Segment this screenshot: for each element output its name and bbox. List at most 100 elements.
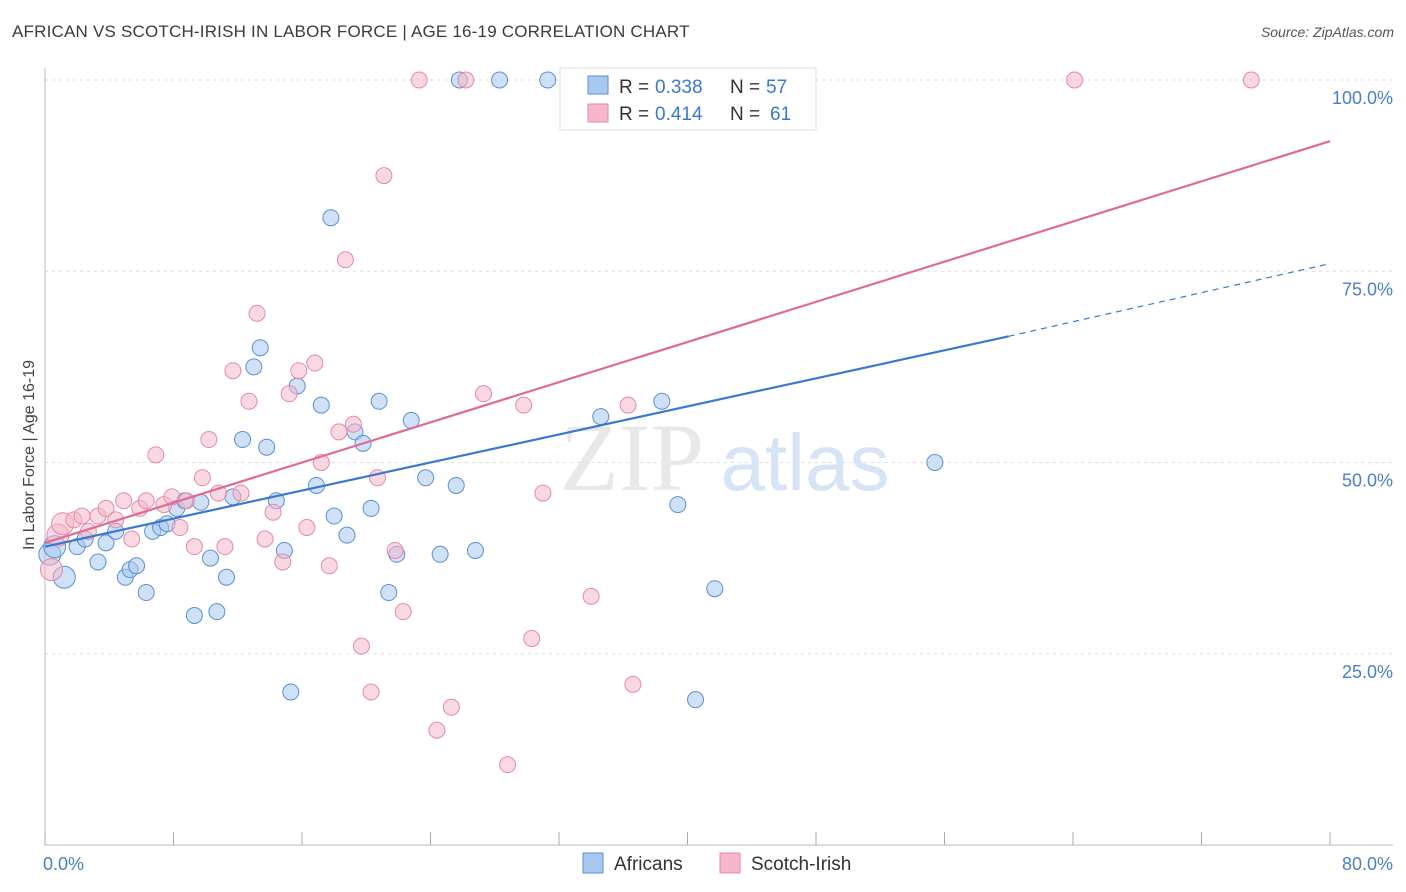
africans-point-52 bbox=[669, 496, 687, 514]
africans-point-49 bbox=[539, 71, 557, 89]
scotch-irish-point-31 bbox=[290, 362, 308, 380]
scotch-irish-point-39 bbox=[352, 637, 370, 655]
scotch-irish-point-53 bbox=[534, 484, 552, 502]
scotch-irish-point-7 bbox=[97, 499, 115, 517]
scotch-irish-point-29 bbox=[274, 553, 292, 571]
legend-r-value-2: 0.414 bbox=[655, 104, 703, 125]
africans-trend-line bbox=[44, 335, 1009, 548]
bottom-legend-africans: Africans bbox=[614, 854, 683, 875]
legend-r-value-1: 0.338 bbox=[655, 77, 703, 98]
scotch-irish-point-43 bbox=[386, 541, 404, 559]
scotch-irish-point-45 bbox=[410, 71, 428, 89]
africans-point-43 bbox=[417, 469, 435, 487]
africans-point-23 bbox=[234, 431, 252, 449]
africans-point-10 bbox=[128, 557, 146, 575]
legend-swatch-scotch-irish bbox=[587, 103, 609, 123]
watermark: ZIP atlas bbox=[560, 404, 889, 511]
bottom-legend-swatch-scotch-irish bbox=[719, 852, 741, 874]
chart-source: Source: ZipAtlas.com bbox=[1260, 24, 1394, 40]
scotch-irish-point-24 bbox=[232, 484, 250, 502]
africans-point-5 bbox=[89, 553, 107, 571]
scotch-irish-point-25 bbox=[240, 392, 258, 410]
africans-point-47 bbox=[466, 541, 484, 559]
scotch-irish-point-40 bbox=[362, 683, 380, 701]
legend-n-label-2: N = bbox=[730, 104, 760, 125]
africans-point-26 bbox=[258, 438, 276, 456]
scotch-irish-point-58 bbox=[1066, 71, 1084, 89]
africans-point-33 bbox=[322, 209, 340, 227]
africans-point-20 bbox=[208, 603, 226, 621]
x-tick-label-left: 0.0% bbox=[43, 854, 84, 874]
scotch-irish-point-35 bbox=[320, 557, 338, 575]
africans-point-39 bbox=[370, 392, 388, 410]
africans-trend-extension bbox=[1008, 263, 1331, 337]
scotch-irish-point-18 bbox=[185, 538, 203, 556]
scotch-irish-point-56 bbox=[619, 396, 637, 414]
y-tick-labels: 100.0% 75.0% 50.0% 25.0% bbox=[1332, 88, 1393, 682]
scotch-irish-point-51 bbox=[515, 396, 533, 414]
scotch-irish-point-27 bbox=[256, 530, 274, 548]
africans-point-25 bbox=[251, 339, 269, 357]
scotch-irish-point-9 bbox=[115, 492, 133, 510]
africans-point-34 bbox=[325, 507, 343, 525]
scotch-irish-point-38 bbox=[344, 415, 362, 433]
scotch-irish-point-46 bbox=[428, 721, 446, 739]
africans-point-53 bbox=[687, 691, 705, 709]
y-axis-label: In Labor Force | Age 16-19 bbox=[21, 360, 38, 550]
scotch-irish-point-23 bbox=[224, 362, 242, 380]
legend-box: R = 0.338 N = 57 R = 0.414 N = 61 bbox=[559, 67, 817, 131]
legend-r-label-2: R = bbox=[619, 104, 649, 125]
africans-point-45 bbox=[447, 476, 465, 494]
africans-point-50 bbox=[592, 408, 610, 426]
bottom-legend: Africans Scotch-Irish bbox=[582, 852, 851, 875]
scotch-irish-point-59 bbox=[1242, 71, 1260, 89]
africans-point-29 bbox=[282, 683, 300, 701]
africans-point-51 bbox=[653, 392, 671, 410]
scotch-irish-point-37 bbox=[336, 251, 354, 269]
legend-n-label-1: N = bbox=[730, 77, 760, 98]
africans-point-19 bbox=[201, 549, 219, 567]
africans-point-24 bbox=[245, 358, 263, 376]
africans-point-40 bbox=[380, 584, 398, 602]
scotch-irish-point-32 bbox=[298, 519, 316, 537]
x-tick-label-right: 80.0% bbox=[1342, 854, 1393, 874]
trend-lines bbox=[44, 140, 1331, 548]
africans-point-11 bbox=[137, 584, 155, 602]
y-tick-label-1: 75.0% bbox=[1342, 279, 1393, 299]
scotch-irish-point-19 bbox=[193, 469, 211, 487]
watermark-zip: ZIP bbox=[560, 404, 704, 511]
africans-point-17 bbox=[185, 607, 203, 624]
axes bbox=[44, 68, 1393, 846]
chart-title: AFRICAN VS SCOTCH-IRISH IN LABOR FORCE |… bbox=[12, 22, 690, 41]
watermark-atlas: atlas bbox=[721, 418, 890, 507]
africans-point-38 bbox=[362, 499, 380, 517]
scotch-irish-point-12 bbox=[137, 492, 155, 510]
scotch-irish-point-10 bbox=[123, 530, 141, 548]
scotch-irish-point-28 bbox=[264, 503, 282, 521]
africans-point-35 bbox=[338, 526, 356, 544]
scotch-irish-point-55 bbox=[582, 587, 600, 605]
scotch-irish-point-47 bbox=[442, 698, 460, 716]
africans-point-21 bbox=[218, 568, 236, 586]
scotch-irish-point-49 bbox=[475, 385, 493, 403]
scotch-irish-point-52 bbox=[523, 629, 541, 647]
africans-point-54 bbox=[706, 580, 724, 598]
scotch-irish-point-57 bbox=[624, 675, 642, 693]
scotch-irish-point-36 bbox=[330, 423, 348, 441]
scotch-irish-point-50 bbox=[499, 756, 517, 774]
scotch-irish-point-22 bbox=[216, 538, 234, 556]
data-points bbox=[38, 71, 1260, 774]
scotch-irish-point-4 bbox=[73, 507, 91, 525]
scotch-irish-point-44 bbox=[394, 603, 412, 621]
scotch-irish-point-42 bbox=[375, 167, 393, 185]
bottom-legend-swatch-africans bbox=[582, 852, 604, 874]
y-tick-label-0: 100.0% bbox=[1332, 88, 1393, 108]
scotch-irish-point-33 bbox=[306, 354, 324, 372]
scotch-irish-point-16 bbox=[171, 519, 189, 537]
scotch-irish-point-48 bbox=[457, 71, 475, 89]
africans-point-55 bbox=[926, 454, 944, 471]
africans-point-44 bbox=[431, 545, 449, 563]
scotch-irish-point-26 bbox=[248, 304, 266, 322]
africans-point-48 bbox=[491, 71, 509, 89]
